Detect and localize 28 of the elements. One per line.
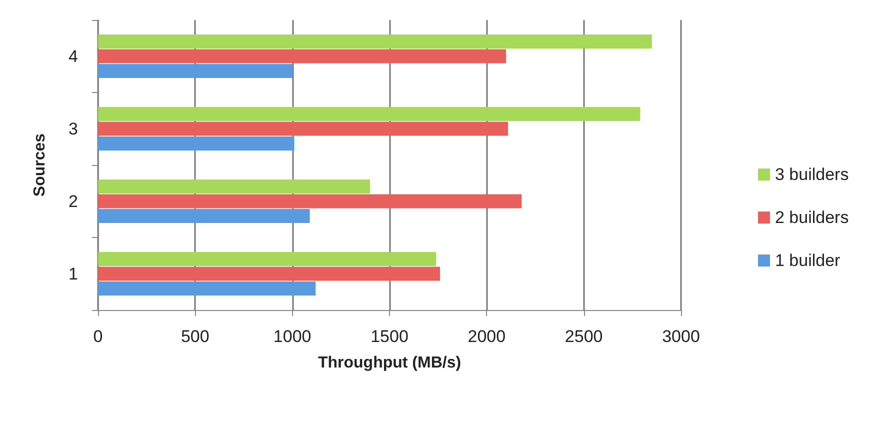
bar: [98, 122, 508, 136]
y-tick-label: 3: [68, 119, 78, 138]
bar: [98, 266, 440, 281]
x-tick-label: 500: [180, 327, 210, 346]
x-tick-label: 0: [93, 327, 103, 346]
bar: [98, 194, 522, 208]
x-tick-label: 2000: [468, 327, 506, 346]
x-tick-label: 3000: [662, 327, 700, 346]
x-tick-label: 1500: [370, 327, 408, 346]
bar: [98, 107, 640, 122]
bar: [98, 252, 436, 266]
bar: [98, 49, 506, 64]
legend-label: 3 builders: [775, 165, 849, 184]
bar: [98, 281, 316, 296]
y-tick-label: 4: [68, 46, 78, 66]
bar: [98, 64, 292, 78]
legend-label: 1 builder: [775, 251, 841, 270]
x-axis-title: Throughput (MB/s): [318, 354, 462, 372]
bar: [98, 208, 310, 223]
y-tick-label: 2: [68, 192, 78, 211]
y-tick-label: 1: [68, 264, 78, 284]
y-axis-title: Sources: [32, 133, 48, 197]
bar: [98, 34, 652, 49]
legend-label: 2 builders: [775, 208, 849, 227]
x-tick-label: 2500: [564, 327, 603, 346]
x-tick-label: 1000: [273, 327, 312, 346]
bar: [98, 180, 370, 194]
bar: [98, 136, 294, 150]
